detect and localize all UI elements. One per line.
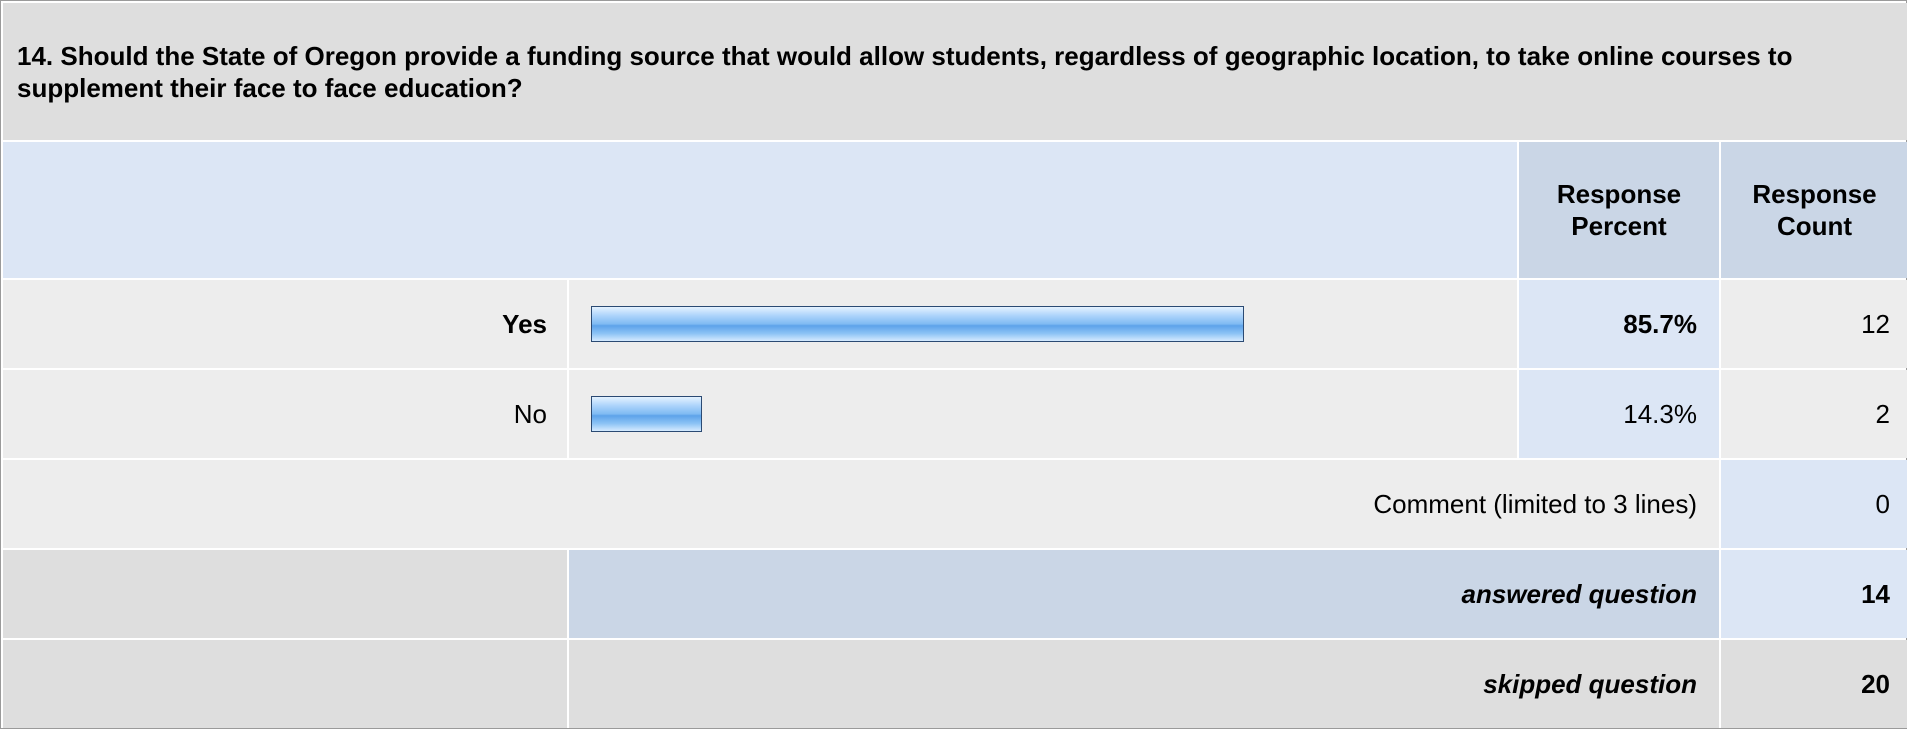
header-response-count: Response Count [1721, 142, 1907, 278]
bar-track [591, 396, 1351, 432]
summary-blank [3, 550, 567, 638]
answer-label: Yes [3, 280, 567, 368]
summary-blank [3, 640, 567, 728]
skipped-question-count: 20 [1721, 640, 1907, 728]
comment-label: Comment (limited to 3 lines) [3, 460, 1719, 548]
answer-bar [591, 396, 702, 432]
skipped-question-label: skipped question [569, 640, 1719, 728]
answer-bar-cell [569, 370, 1517, 458]
answered-question-count: 14 [1721, 550, 1907, 638]
comment-count: 0 [1721, 460, 1907, 548]
answer-row-no: No 14.3% 2 [3, 370, 1907, 458]
comment-row: Comment (limited to 3 lines) 0 [3, 460, 1907, 548]
answer-bar [591, 306, 1244, 342]
bar-track [591, 306, 1351, 342]
answer-percent: 14.3% [1519, 370, 1719, 458]
header-response-percent: Response Percent [1519, 142, 1719, 278]
answer-row-yes: Yes 85.7% 12 [3, 280, 1907, 368]
answered-row: answered question 14 [3, 550, 1907, 638]
skipped-row: skipped question 20 [3, 640, 1907, 728]
answer-count: 12 [1721, 280, 1907, 368]
question-title-cell: 14. Should the State of Oregon provide a… [3, 3, 1907, 140]
answer-count: 2 [1721, 370, 1907, 458]
header-blank [3, 142, 1517, 278]
answer-bar-cell [569, 280, 1517, 368]
answer-label: No [3, 370, 567, 458]
question-title: 14. Should the State of Oregon provide a… [17, 40, 1793, 103]
answer-percent: 85.7% [1519, 280, 1719, 368]
answered-question-label: answered question [569, 550, 1719, 638]
